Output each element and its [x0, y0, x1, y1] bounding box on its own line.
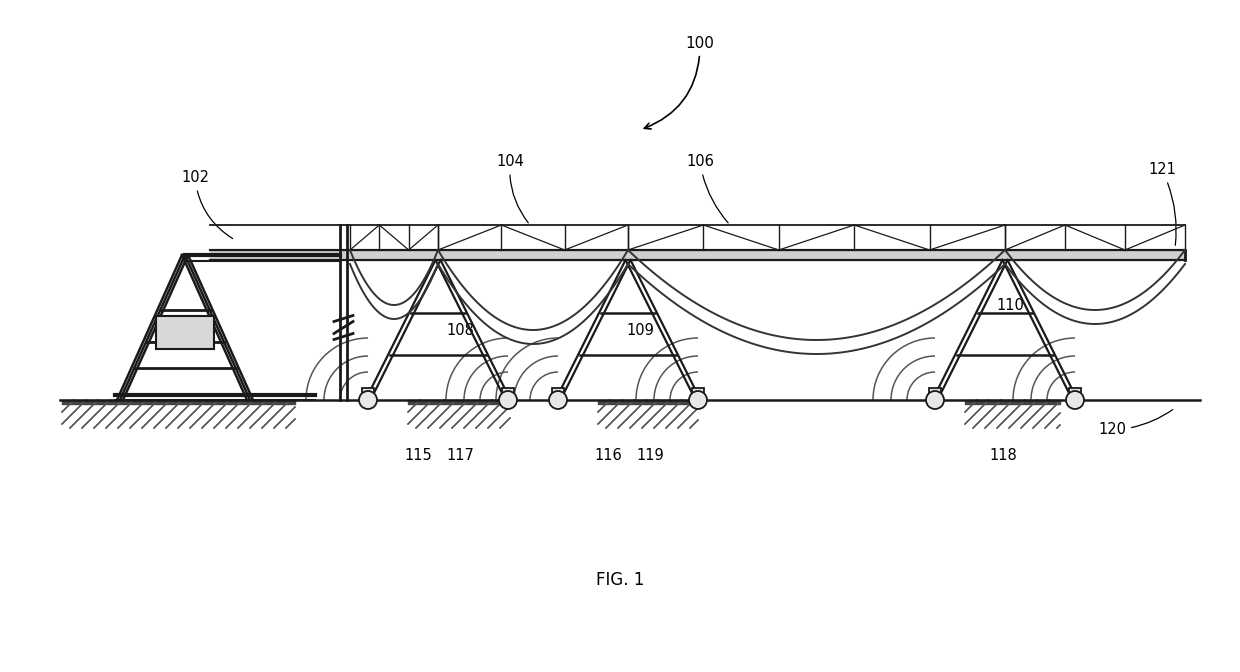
Circle shape: [549, 391, 567, 409]
Text: 104: 104: [496, 155, 528, 223]
Bar: [362, 388, 374, 400]
Circle shape: [498, 391, 517, 409]
Circle shape: [926, 391, 944, 409]
Text: 118: 118: [990, 448, 1017, 463]
Text: 100: 100: [645, 36, 714, 129]
Bar: [156, 316, 215, 349]
Circle shape: [360, 391, 377, 409]
Text: 109: 109: [626, 323, 653, 338]
Text: FIG. 1: FIG. 1: [595, 571, 645, 589]
Bar: [929, 388, 941, 400]
Text: 120: 120: [1097, 410, 1173, 437]
Circle shape: [689, 391, 707, 409]
Circle shape: [1066, 391, 1084, 409]
Text: 117: 117: [446, 448, 474, 463]
Text: 121: 121: [1148, 163, 1177, 245]
Bar: [1069, 388, 1081, 400]
Text: 119: 119: [636, 448, 663, 463]
Bar: [552, 388, 564, 400]
Bar: [502, 388, 515, 400]
Text: 116: 116: [594, 448, 622, 463]
Text: 115: 115: [404, 448, 432, 463]
Text: 102: 102: [181, 171, 233, 239]
Text: 110: 110: [996, 298, 1024, 313]
Text: 106: 106: [686, 155, 728, 223]
Bar: [692, 388, 704, 400]
Text: 108: 108: [446, 323, 474, 338]
